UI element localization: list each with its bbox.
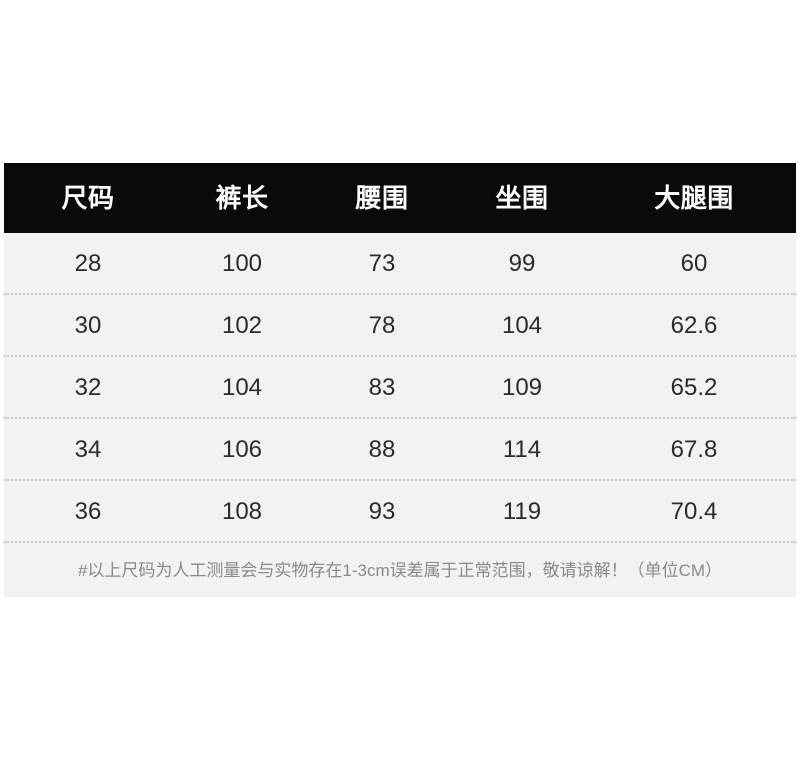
table-row: 28 100 73 99 60 bbox=[4, 233, 796, 295]
size-chart-table: 尺码 裤长 腰围 坐围 大腿围 28 100 73 99 60 30 102 7… bbox=[4, 163, 796, 597]
column-header-waist: 腰围 bbox=[355, 183, 409, 213]
cell-size: 30 bbox=[74, 312, 102, 339]
table-footnote-row: #以上尺码为人工测量会与实物存在1-3cm误差属于正常范围，敬请谅解！（单位CM… bbox=[4, 543, 796, 597]
cell-length: 102 bbox=[221, 312, 263, 339]
cell-length: 106 bbox=[221, 436, 263, 463]
measurement-disclaimer: #以上尺码为人工测量会与实物存在1-3cm误差属于正常范围，敬请谅解！（单位CM… bbox=[77, 560, 723, 580]
cell-thigh: 67.8 bbox=[670, 436, 718, 463]
cell-seat: 114 bbox=[502, 436, 542, 463]
cell-length: 100 bbox=[221, 250, 263, 277]
cell-seat: 109 bbox=[501, 374, 543, 401]
cell-seat: 119 bbox=[502, 498, 542, 525]
cell-length: 104 bbox=[221, 374, 263, 401]
table-row: 36 108 93 119 70.4 bbox=[4, 481, 796, 543]
cell-waist: 83 bbox=[368, 374, 396, 401]
cell-seat: 99 bbox=[508, 250, 536, 277]
column-header-size: 尺码 bbox=[61, 183, 115, 213]
cell-size: 28 bbox=[74, 250, 102, 277]
table-row: 30 102 78 104 62.6 bbox=[4, 295, 796, 357]
column-header-length: 裤长 bbox=[215, 183, 269, 213]
cell-size: 36 bbox=[74, 498, 102, 525]
cell-waist: 88 bbox=[368, 436, 396, 463]
cell-waist: 93 bbox=[368, 498, 396, 525]
cell-size: 34 bbox=[74, 436, 102, 463]
cell-thigh: 65.2 bbox=[670, 374, 718, 401]
cell-size: 32 bbox=[74, 374, 102, 401]
column-header-thigh: 大腿围 bbox=[654, 183, 734, 213]
cell-seat: 104 bbox=[501, 312, 543, 339]
cell-thigh: 62.6 bbox=[670, 312, 718, 339]
cell-length: 108 bbox=[221, 498, 263, 525]
cell-thigh: 70.4 bbox=[670, 498, 718, 525]
cell-waist: 78 bbox=[368, 312, 396, 339]
column-header-seat: 坐围 bbox=[495, 183, 549, 213]
cell-thigh: 60 bbox=[680, 250, 708, 277]
cell-waist: 73 bbox=[368, 250, 396, 277]
table-row: 32 104 83 109 65.2 bbox=[4, 357, 796, 419]
table-row: 34 106 88 114 67.8 bbox=[4, 419, 796, 481]
table-header-row: 尺码 裤长 腰围 坐围 大腿围 bbox=[4, 163, 796, 233]
